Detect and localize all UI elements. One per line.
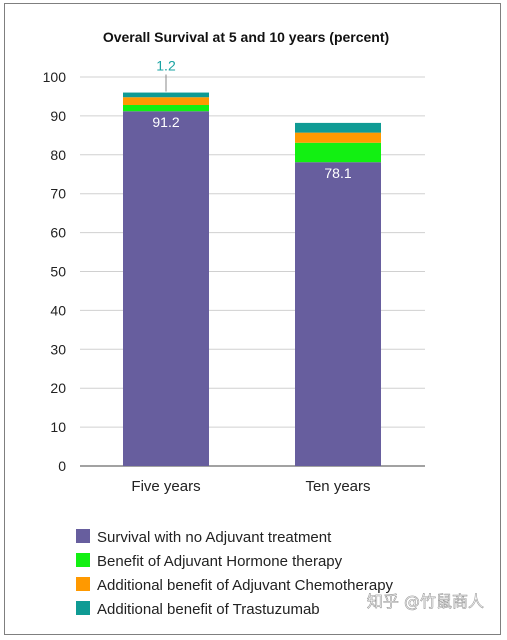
y-tick-label: 60 xyxy=(50,225,66,241)
y-tick-label: 100 xyxy=(43,69,67,85)
legend-swatch xyxy=(76,529,90,543)
bar-segment-ten-years-series-2 xyxy=(295,132,381,143)
x-category-label: Five years xyxy=(131,478,200,495)
legend-swatch xyxy=(76,601,90,615)
y-tick-label: 40 xyxy=(50,302,66,318)
legend-label: Survival with no Adjuvant treatment xyxy=(97,529,332,546)
watermark: 知乎 @竹鼠商人 xyxy=(367,592,484,611)
legend-label: Additional benefit of Adjuvant Chemother… xyxy=(97,577,394,594)
legend-swatch xyxy=(76,577,90,591)
data-label: 78.1 xyxy=(324,165,351,181)
bar-segment-five-years-series-0 xyxy=(123,111,209,467)
y-tick-label: 90 xyxy=(50,108,66,124)
bar-segment-ten-years-series-3 xyxy=(295,122,381,133)
bar-segment-five-years-series-3 xyxy=(123,92,209,98)
y-tick-label: 50 xyxy=(50,264,66,280)
legend: Survival with no Adjuvant treatment Benef… xyxy=(76,529,394,618)
data-label: 91.2 xyxy=(152,114,179,130)
data-labels: 91.2 78.1 1.2 xyxy=(152,58,351,182)
bars xyxy=(123,92,381,467)
y-tick-label: 30 xyxy=(50,341,66,357)
legend-label: Benefit of Adjuvant Hormone therapy xyxy=(97,553,343,570)
y-tick-label: 10 xyxy=(50,419,66,435)
bar-segment-five-years-series-1 xyxy=(123,105,209,112)
y-tick-label: 0 xyxy=(58,458,66,474)
x-category-label: Ten years xyxy=(305,478,370,495)
x-axis-categories: Five years Ten years xyxy=(131,478,370,495)
y-tick-label: 70 xyxy=(50,186,66,202)
y-tick-label: 80 xyxy=(50,147,66,163)
data-label: 1.2 xyxy=(156,58,176,74)
bar-segment-five-years-series-2 xyxy=(123,97,209,106)
chart-title: Overall Survival at 5 and 10 years (perc… xyxy=(103,29,389,45)
bar-segment-ten-years-series-1 xyxy=(295,142,381,163)
y-tick-label: 20 xyxy=(50,380,66,396)
bar-segment-ten-years-series-0 xyxy=(295,162,381,467)
y-axis-ticks: 0 10 20 30 40 50 60 70 80 90 100 xyxy=(43,69,67,474)
legend-swatch xyxy=(76,553,90,567)
legend-label: Additional benefit of Trastuzumab xyxy=(97,601,320,618)
